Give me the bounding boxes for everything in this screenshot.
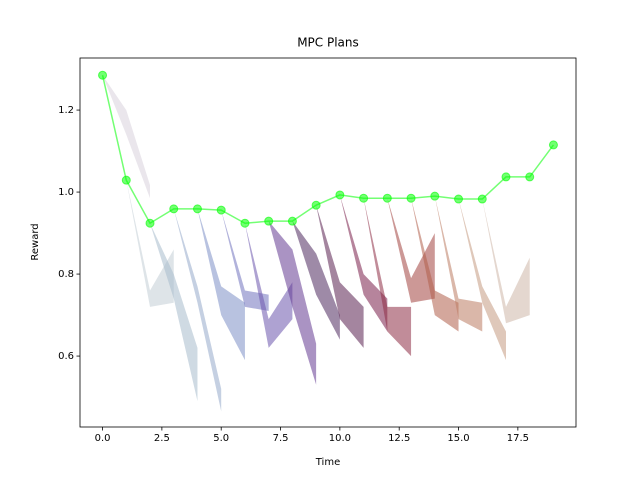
plan-band bbox=[434, 196, 483, 332]
x-tick-label: 10.0 bbox=[329, 433, 351, 444]
point bbox=[240, 218, 250, 228]
plan-band bbox=[387, 198, 435, 303]
x-tick-label: 7.5 bbox=[273, 433, 289, 444]
point bbox=[264, 216, 274, 226]
plan-band bbox=[482, 199, 530, 324]
plan-band bbox=[268, 221, 317, 385]
y-tick-label: 1.2 bbox=[58, 105, 74, 116]
plan-band bbox=[316, 205, 364, 348]
point bbox=[121, 175, 131, 185]
x-tick-label: 15.0 bbox=[447, 433, 469, 444]
plan-band bbox=[339, 194, 388, 332]
plan-band bbox=[126, 180, 174, 307]
point bbox=[216, 205, 226, 215]
point bbox=[477, 194, 487, 204]
point bbox=[311, 200, 321, 210]
point bbox=[382, 193, 392, 203]
x-tick-label: 17.5 bbox=[507, 433, 529, 444]
x-tick-label: 5.0 bbox=[213, 433, 229, 444]
x-tick-label: 2.5 bbox=[154, 433, 170, 444]
plan-band bbox=[458, 199, 506, 361]
point bbox=[169, 204, 179, 214]
plan-band bbox=[197, 208, 245, 361]
y-tick-label: 1.0 bbox=[58, 187, 74, 198]
plan-band bbox=[363, 198, 412, 357]
point bbox=[406, 193, 416, 203]
point bbox=[525, 172, 535, 182]
point bbox=[548, 140, 558, 150]
point bbox=[145, 218, 155, 228]
y-tick-label: 0.6 bbox=[58, 351, 74, 362]
y-axis-label: Reward bbox=[30, 223, 41, 260]
point bbox=[192, 204, 202, 214]
plot-frame bbox=[79, 57, 577, 428]
plan-band bbox=[244, 223, 293, 348]
point bbox=[335, 190, 345, 200]
point bbox=[454, 194, 464, 204]
x-axis-label: Time bbox=[315, 457, 340, 468]
plan-band bbox=[411, 198, 459, 332]
x-tick-label: 12.5 bbox=[388, 433, 410, 444]
plan-band bbox=[292, 221, 340, 340]
point bbox=[287, 216, 297, 226]
point bbox=[501, 172, 511, 182]
y-tick-label: 0.8 bbox=[58, 269, 74, 280]
chart-title: MPC Plans bbox=[297, 36, 359, 50]
point bbox=[430, 191, 440, 201]
point bbox=[98, 70, 108, 80]
point bbox=[359, 193, 369, 203]
x-tick-label: 0.0 bbox=[95, 433, 111, 444]
